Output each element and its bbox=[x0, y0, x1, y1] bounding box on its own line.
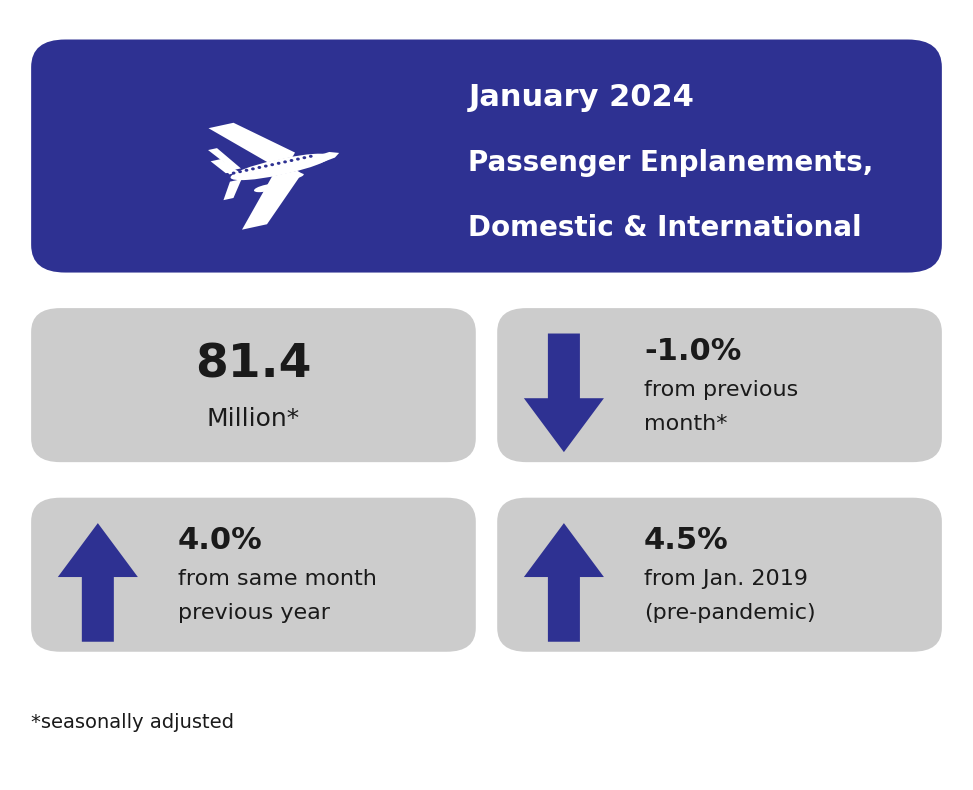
Circle shape bbox=[309, 155, 312, 158]
Polygon shape bbox=[208, 148, 241, 170]
Text: 4.5%: 4.5% bbox=[644, 526, 729, 555]
Text: Passenger Enplanements,: Passenger Enplanements, bbox=[468, 149, 874, 177]
Circle shape bbox=[232, 171, 235, 175]
Polygon shape bbox=[523, 333, 604, 452]
FancyBboxPatch shape bbox=[31, 40, 942, 273]
Polygon shape bbox=[210, 159, 239, 175]
Circle shape bbox=[270, 164, 274, 166]
Circle shape bbox=[276, 162, 280, 165]
Polygon shape bbox=[224, 179, 241, 200]
FancyBboxPatch shape bbox=[31, 308, 476, 462]
Text: January 2024: January 2024 bbox=[468, 83, 694, 112]
Text: 4.0%: 4.0% bbox=[178, 526, 263, 555]
FancyBboxPatch shape bbox=[497, 498, 942, 652]
Text: 81.4: 81.4 bbox=[196, 343, 311, 388]
Circle shape bbox=[226, 173, 229, 176]
Text: month*: month* bbox=[644, 414, 728, 434]
Polygon shape bbox=[208, 122, 295, 162]
Ellipse shape bbox=[254, 184, 279, 192]
Polygon shape bbox=[242, 171, 302, 230]
Circle shape bbox=[244, 169, 248, 171]
Text: -1.0%: -1.0% bbox=[644, 337, 741, 366]
Circle shape bbox=[290, 159, 293, 162]
Polygon shape bbox=[523, 523, 604, 641]
Text: Domestic & International: Domestic & International bbox=[468, 214, 862, 243]
Circle shape bbox=[296, 157, 300, 160]
Text: previous year: previous year bbox=[178, 604, 330, 623]
Text: from previous: from previous bbox=[644, 380, 798, 400]
Text: Million*: Million* bbox=[207, 407, 300, 431]
Text: from same month: from same month bbox=[178, 570, 377, 589]
Text: (pre-pandemic): (pre-pandemic) bbox=[644, 604, 815, 623]
Text: from Jan. 2019: from Jan. 2019 bbox=[644, 570, 808, 589]
Circle shape bbox=[258, 166, 261, 169]
Ellipse shape bbox=[285, 173, 304, 179]
FancyBboxPatch shape bbox=[497, 308, 942, 462]
Polygon shape bbox=[57, 523, 138, 641]
Circle shape bbox=[251, 167, 255, 171]
Circle shape bbox=[283, 160, 287, 164]
Circle shape bbox=[303, 156, 306, 160]
FancyBboxPatch shape bbox=[31, 498, 476, 652]
Text: *seasonally adjusted: *seasonally adjusted bbox=[31, 713, 234, 732]
Circle shape bbox=[264, 164, 268, 167]
Ellipse shape bbox=[231, 154, 331, 180]
Circle shape bbox=[238, 170, 242, 173]
Polygon shape bbox=[317, 152, 340, 164]
